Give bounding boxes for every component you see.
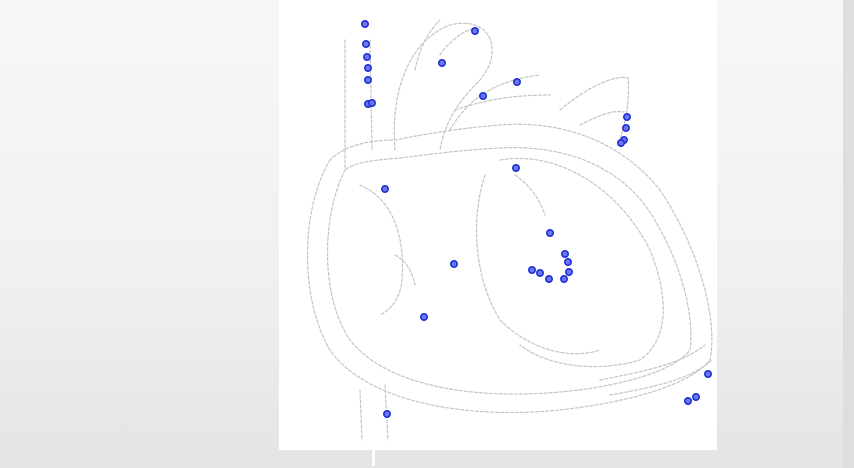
- right-atrium-wall: [359, 184, 404, 316]
- aorta-arch-path: [437, 26, 479, 67]
- pulmonary-artery-path: [478, 78, 521, 101]
- left-atrium-path: [511, 164, 520, 173]
- flow-markers: [360, 19, 712, 418]
- flow-marker-dot: [616, 139, 625, 148]
- flow-marker-dot: [470, 26, 479, 35]
- flow-marker-dot: [622, 113, 631, 122]
- aorta-branch-2: [439, 27, 476, 56]
- flow-marker-dot: [478, 92, 487, 101]
- flow-marker-dot: [437, 58, 446, 67]
- flow-marker-dot: [559, 274, 568, 283]
- mitral-valve: [514, 174, 546, 216]
- flow-marker-dot: [511, 164, 520, 173]
- flow-marker-dot: [363, 76, 372, 85]
- right-atrium-path: [380, 185, 389, 194]
- right-edge-bar: [843, 0, 854, 468]
- flow-marker-dot: [512, 78, 521, 87]
- apex-muscle: [599, 344, 713, 396]
- flow-marker-dot: [360, 19, 369, 28]
- flow-marker-dot: [683, 396, 692, 405]
- flow-marker-dot: [361, 39, 370, 48]
- bottom-tick-mark: [372, 450, 375, 466]
- pulmonary-artery: [449, 74, 551, 131]
- inferior-vena-cava-path: [382, 409, 391, 418]
- flow-marker-dot: [363, 64, 372, 73]
- flow-marker-dot: [382, 409, 391, 418]
- flow-marker-dot: [419, 312, 428, 321]
- flow-marker-dot: [545, 229, 554, 238]
- flow-marker-dot: [560, 250, 569, 259]
- tricuspid-valve: [394, 254, 416, 286]
- flow-marker-dot: [362, 52, 371, 61]
- inner-heart-wall: [327, 147, 692, 395]
- flow-marker-dot: [535, 268, 544, 277]
- flow-marker-dot: [367, 99, 376, 108]
- pulmonary-vein: [559, 76, 630, 141]
- left-ventricle-path: [527, 229, 573, 283]
- superior-vena-cava-path: [360, 19, 376, 109]
- right-ventricle-path: [419, 259, 458, 321]
- flow-marker-dot: [544, 274, 553, 283]
- flow-marker-dot: [527, 265, 536, 274]
- left-ventricle-wall: [499, 157, 664, 368]
- flow-marker-dot: [380, 185, 389, 194]
- flow-marker-dot: [703, 369, 712, 378]
- outer-heart-wall: [306, 123, 713, 414]
- septum: [475, 174, 601, 355]
- aorta-arch: [393, 22, 493, 151]
- flow-marker-dot: [691, 392, 700, 401]
- flow-marker-dot: [449, 259, 458, 268]
- aorta-branch-1: [414, 19, 441, 71]
- flow-marker-dot: [563, 257, 572, 266]
- diagram-panel: [279, 0, 717, 450]
- pulmonary-vein-path: [616, 113, 631, 148]
- flow-marker-dot: [621, 124, 630, 133]
- apex-path: [683, 369, 712, 405]
- flow-marker-dot: [564, 267, 573, 276]
